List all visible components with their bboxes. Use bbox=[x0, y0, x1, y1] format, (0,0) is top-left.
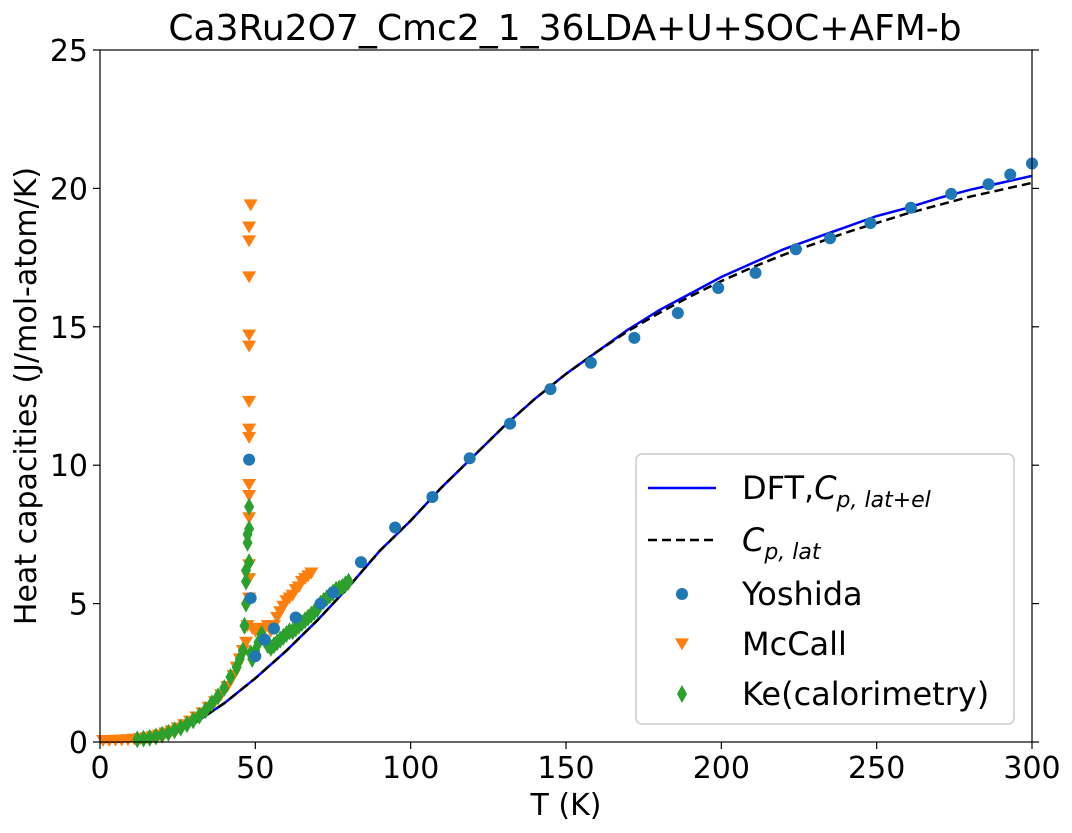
legend-lat-label: Cp, lat bbox=[742, 521, 822, 565]
ke-point bbox=[244, 497, 255, 516]
mccall-point bbox=[242, 512, 257, 525]
yoshida-point bbox=[244, 592, 257, 605]
ke-point bbox=[213, 687, 224, 706]
mccall-point bbox=[242, 395, 257, 408]
mccall-point bbox=[242, 235, 257, 248]
yoshida-point bbox=[426, 491, 439, 504]
legend-ke-marker bbox=[677, 685, 687, 703]
yoshida-point bbox=[671, 306, 684, 319]
yoshida-point bbox=[289, 611, 302, 624]
y-tick-label: 20 bbox=[50, 172, 88, 207]
mccall-point bbox=[304, 567, 319, 580]
legend-mccall-label: McCall bbox=[742, 625, 847, 663]
yoshida-point bbox=[584, 356, 597, 369]
yoshida-point bbox=[314, 597, 327, 610]
yoshida-point bbox=[904, 201, 917, 214]
yoshida-point bbox=[789, 243, 802, 256]
x-tick-label: 300 bbox=[1003, 751, 1060, 786]
ke-point bbox=[244, 519, 255, 538]
yoshida-point bbox=[544, 383, 557, 396]
yoshida-point bbox=[504, 417, 517, 430]
yoshida-point bbox=[982, 178, 995, 191]
x-tick-label: 100 bbox=[382, 751, 439, 786]
mccall-point bbox=[242, 271, 257, 284]
legend-mccall-marker bbox=[675, 638, 689, 651]
ke-point bbox=[244, 553, 255, 572]
ke-point bbox=[200, 701, 211, 720]
yoshida-point bbox=[945, 187, 958, 200]
legend-yoshida-marker bbox=[676, 588, 688, 600]
ke-point bbox=[132, 730, 143, 749]
x-tick-label: 200 bbox=[693, 751, 750, 786]
mccall-point bbox=[242, 329, 257, 342]
y-tick-label: 5 bbox=[69, 588, 88, 623]
cp-lat-line bbox=[99, 181, 1033, 744]
y-tick-label: 15 bbox=[50, 311, 88, 346]
yoshida-point bbox=[327, 586, 339, 599]
mccall-point bbox=[242, 431, 257, 444]
x-tick-label: 150 bbox=[537, 751, 594, 786]
ke-point bbox=[241, 572, 252, 591]
legend: DFT,Cp, lat+el Cp, lat Yoshida McCall Ke(cal… bbox=[635, 453, 1015, 725]
yoshida-point bbox=[1004, 168, 1017, 181]
ke-point bbox=[157, 725, 168, 744]
ke-point bbox=[225, 667, 236, 686]
x-tick-label: 250 bbox=[848, 751, 905, 786]
ke-point bbox=[343, 572, 354, 591]
yoshida-point bbox=[389, 521, 402, 534]
mccall-point bbox=[242, 490, 257, 502]
ke-point bbox=[239, 616, 250, 635]
x-tick-label: 0 bbox=[90, 751, 109, 786]
mccall-point bbox=[242, 478, 257, 491]
ke-point bbox=[138, 729, 149, 748]
yoshida-point bbox=[712, 282, 725, 295]
x-tick-label: 50 bbox=[236, 751, 274, 786]
yoshida-point bbox=[267, 622, 280, 635]
mccall-point bbox=[243, 199, 258, 212]
x-axis-ticks: 0 50 100 150 200 250 300 bbox=[90, 742, 1061, 786]
yoshida-point bbox=[864, 217, 877, 229]
ke-point bbox=[237, 641, 248, 660]
ke-point bbox=[206, 694, 217, 713]
y-tick-label: 25 bbox=[50, 34, 88, 69]
legend-yoshida-label: Yoshida bbox=[741, 575, 863, 613]
plot-area bbox=[96, 157, 1038, 749]
y-tick-label: 10 bbox=[50, 449, 88, 484]
yoshida-point bbox=[824, 232, 837, 245]
legend-box bbox=[635, 453, 1015, 725]
ke-point bbox=[150, 727, 161, 746]
y-tick-label: 0 bbox=[69, 726, 88, 761]
mccall-point bbox=[242, 423, 257, 436]
yoshida-point bbox=[463, 452, 476, 465]
chart-title: Ca3Ru2O7_Cmc2_1_36LDA+U+SOC+AFM-b bbox=[168, 8, 961, 49]
x-axis-label: T (K) bbox=[530, 788, 602, 823]
mccall-point bbox=[239, 636, 254, 649]
yoshida-point bbox=[354, 556, 367, 569]
yoshida-point bbox=[749, 266, 762, 279]
legend-dft-label: DFT,Cp, lat+el bbox=[742, 469, 931, 513]
ke-point bbox=[219, 679, 230, 698]
y-axis-ticks: 0 5 10 15 20 25 bbox=[50, 34, 1039, 761]
yoshida-point bbox=[628, 331, 641, 344]
mccall-point bbox=[242, 340, 257, 353]
mccall-point bbox=[242, 221, 257, 234]
y-axis-label: Heat capacities (J/mol-atom/K) bbox=[9, 167, 44, 625]
yoshida-point bbox=[243, 453, 256, 466]
yoshida-point bbox=[249, 650, 262, 663]
yoshida-point bbox=[258, 633, 271, 646]
legend-ke-label: Ke(calorimetry) bbox=[742, 675, 989, 713]
